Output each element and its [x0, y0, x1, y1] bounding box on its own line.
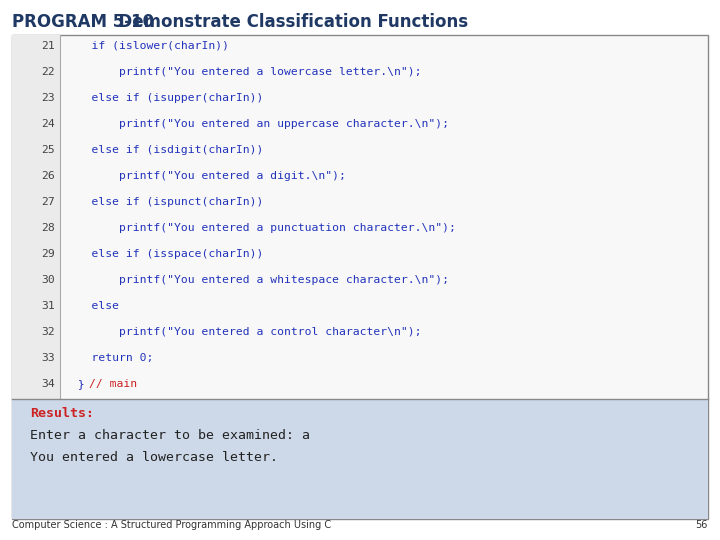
Text: Computer Science : A Structured Programming Approach Using C: Computer Science : A Structured Programm…	[12, 520, 331, 530]
Text: Demonstrate Classification Functions: Demonstrate Classification Functions	[107, 13, 468, 31]
Text: 24: 24	[41, 119, 55, 129]
Bar	[12, 35, 708, 519]
Text: printf("You entered a control character\n");: printf("You entered a control character\…	[64, 327, 421, 337]
Text: printf("You entered an uppercase character.\n");: printf("You entered an uppercase charact…	[64, 119, 449, 129]
Text: 28: 28	[41, 223, 55, 233]
Text: printf("You entered a punctuation character.\n");: printf("You entered a punctuation charac…	[64, 223, 456, 233]
Text: 25: 25	[41, 145, 55, 155]
Text: printf("You entered a digit.\n");: printf("You entered a digit.\n");	[64, 171, 346, 181]
Text: 30: 30	[41, 275, 55, 285]
Text: You entered a lowercase letter.: You entered a lowercase letter.	[30, 451, 278, 464]
Text: 29: 29	[41, 249, 55, 259]
Text: 31: 31	[41, 301, 55, 311]
Text: 34: 34	[41, 379, 55, 389]
Text: // main: // main	[89, 379, 137, 389]
Text: 23: 23	[41, 93, 55, 103]
Text: 22: 22	[41, 67, 55, 77]
Text: else if (isspace(charIn)): else if (isspace(charIn))	[64, 249, 264, 259]
Text: 56: 56	[696, 520, 708, 530]
Bar	[12, 35, 60, 399]
Text: return 0;: return 0;	[64, 353, 153, 363]
Text: printf("You entered a lowercase letter.\n");: printf("You entered a lowercase letter.\…	[64, 67, 421, 77]
Text: 27: 27	[41, 197, 55, 207]
Text: printf("You entered a whitespace character.\n");: printf("You entered a whitespace charact…	[64, 275, 449, 285]
Text: else: else	[64, 301, 119, 311]
Text: else if (ispunct(charIn)): else if (ispunct(charIn))	[64, 197, 264, 207]
Text: Results:: Results:	[30, 407, 94, 420]
Bar	[12, 399, 708, 519]
Text: if (islower(charIn)): if (islower(charIn))	[64, 41, 229, 51]
Text: else if (isupper(charIn)): else if (isupper(charIn))	[64, 93, 264, 103]
Text: 26: 26	[41, 171, 55, 181]
Text: 21: 21	[41, 41, 55, 51]
Text: }: }	[64, 379, 99, 389]
Text: Enter a character to be examined: a: Enter a character to be examined: a	[30, 429, 310, 442]
Text: 33: 33	[41, 353, 55, 363]
Text: PROGRAM 5-10: PROGRAM 5-10	[12, 13, 154, 31]
Text: else if (isdigit(charIn)): else if (isdigit(charIn))	[64, 145, 264, 155]
Text: 32: 32	[41, 327, 55, 337]
